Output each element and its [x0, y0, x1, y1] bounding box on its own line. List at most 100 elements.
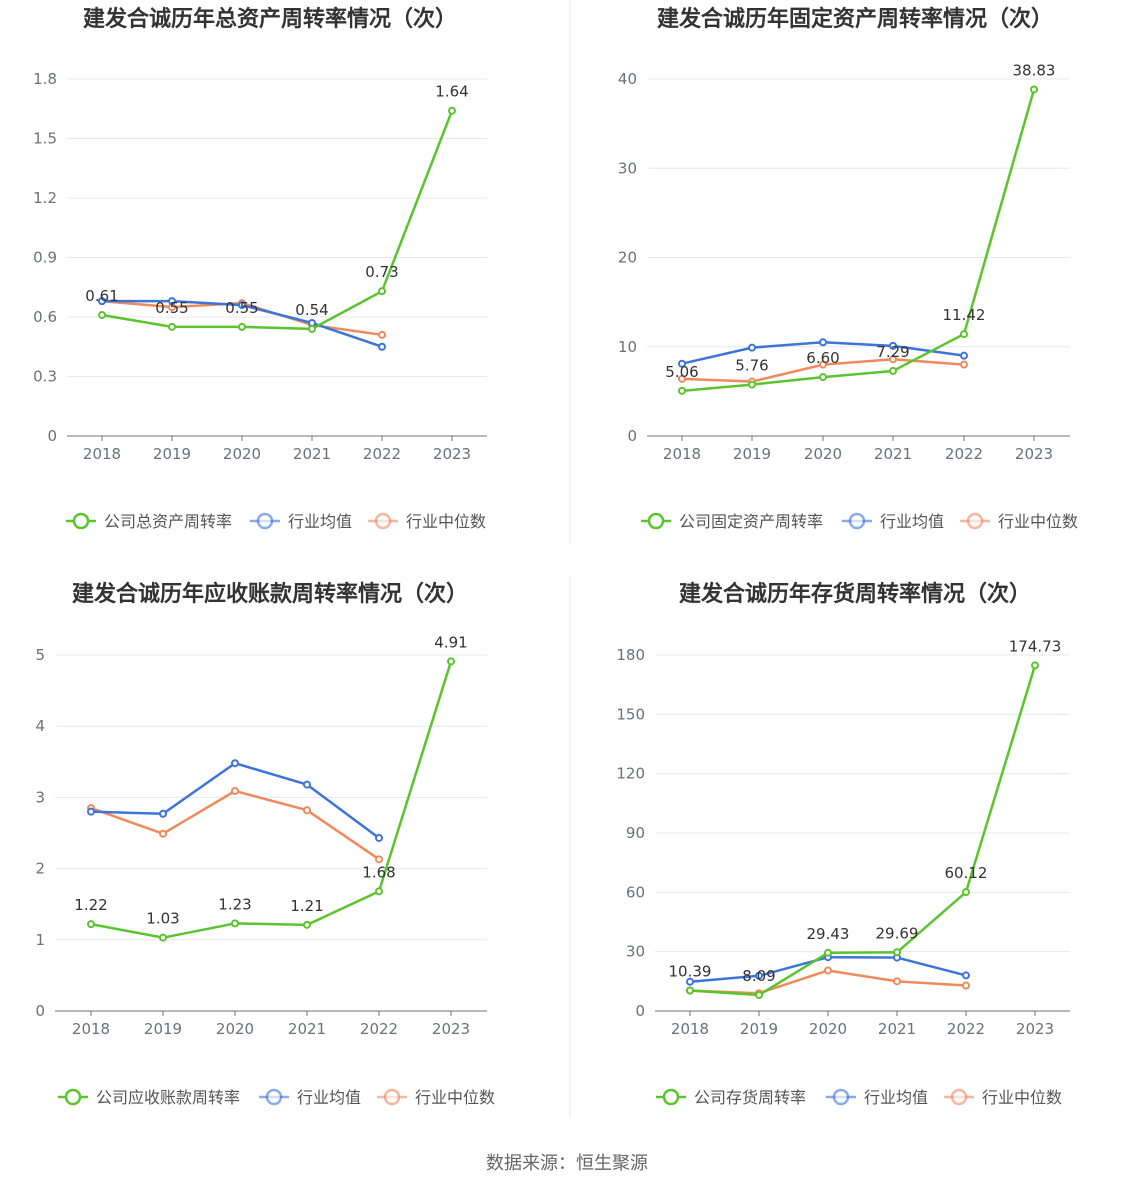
data-point-industry-avg[interactable] — [159, 809, 167, 818]
data-point-industry-median[interactable] — [303, 806, 311, 815]
data-point-company[interactable] — [678, 386, 686, 395]
legend-item-industry-avg[interactable]: 行业均值 — [259, 1088, 361, 1107]
data-point-industry-avg[interactable] — [87, 807, 95, 816]
data-point-industry-median[interactable] — [231, 786, 239, 795]
data-label: 11.42 — [943, 306, 986, 324]
data-point-industry-median[interactable] — [378, 330, 386, 339]
data-point-company[interactable] — [819, 373, 827, 382]
chart-title: 建发合诚历年存货周转率情况（次） — [679, 581, 1031, 607]
data-point-company[interactable] — [748, 380, 756, 389]
data-point-industry-avg[interactable] — [748, 343, 756, 352]
data-point-industry-avg[interactable] — [889, 341, 897, 350]
data-point-industry-avg[interactable] — [686, 977, 694, 986]
data-point-industry-median[interactable] — [889, 355, 897, 364]
y-tick-label: 0 — [35, 1002, 45, 1020]
data-point-industry-median[interactable] — [375, 855, 383, 864]
data-point-industry-avg[interactable] — [238, 301, 246, 310]
legend-label: 公司存货周转率 — [694, 1088, 806, 1107]
data-point-company[interactable] — [447, 657, 455, 666]
data-label: 0.54 — [295, 301, 328, 319]
data-point-industry-avg[interactable] — [962, 971, 970, 980]
data-point-industry-avg[interactable] — [303, 780, 311, 789]
y-tick-label: 4 — [35, 717, 45, 735]
legend-item-industry-median[interactable]: 行业中位数 — [944, 1088, 1062, 1107]
x-tick-label: 2019 — [740, 1020, 778, 1038]
data-point-industry-median[interactable] — [824, 966, 832, 975]
data-point-company[interactable] — [378, 287, 386, 296]
legend-marker-icon — [832, 1088, 850, 1106]
data-point-industry-avg[interactable] — [678, 359, 686, 368]
data-point-industry-median[interactable] — [960, 360, 968, 369]
data-point-company[interactable] — [960, 330, 968, 339]
y-tick-label: 0 — [627, 427, 637, 445]
y-tick-label: 2 — [35, 860, 45, 878]
data-point-company[interactable] — [159, 933, 167, 942]
data-point-industry-avg[interactable] — [378, 342, 386, 351]
x-tick-label: 2023 — [433, 445, 471, 463]
data-point-industry-median[interactable] — [893, 977, 901, 986]
data-point-company[interactable] — [98, 311, 106, 320]
data-label: 10.39 — [669, 962, 712, 980]
data-point-company[interactable] — [231, 919, 239, 928]
legend-item-company[interactable]: 公司存货周转率 — [656, 1088, 806, 1107]
series-line-company — [101, 110, 454, 331]
data-point-company[interactable] — [375, 887, 383, 896]
data-point-industry-median[interactable] — [819, 360, 827, 369]
data-point-industry-avg[interactable] — [375, 833, 383, 842]
x-tick-label: 2018 — [83, 445, 121, 463]
x-tick-label: 2022 — [947, 1020, 985, 1038]
data-point-industry-median[interactable] — [962, 981, 970, 990]
data-point-industry-avg[interactable] — [231, 759, 239, 768]
data-label: 60.12 — [945, 864, 988, 882]
y-tick-label: 0.9 — [33, 249, 57, 267]
data-point-industry-avg[interactable] — [819, 338, 827, 347]
x-tick-label: 2023 — [432, 1020, 470, 1038]
y-tick-label: 20 — [618, 249, 637, 267]
data-point-company[interactable] — [1030, 85, 1038, 94]
data-point-company[interactable] — [824, 948, 832, 957]
data-label: 38.83 — [1013, 61, 1056, 79]
legend-item-company[interactable]: 公司应收账款周转率 — [58, 1088, 240, 1107]
chart-panel-2: 建发合诚历年固定资产周转率情况（次） 0 10 20 30 40 2018 2019 2020 2… — [618, 6, 1078, 531]
data-point-company[interactable] — [303, 920, 311, 929]
x-tick-label: 2018 — [663, 445, 701, 463]
data-point-industry-median[interactable] — [159, 829, 167, 838]
legend-marker-icon — [848, 512, 866, 530]
data-point-industry-avg[interactable] — [168, 297, 176, 306]
x-tick-label: 2020 — [216, 1020, 254, 1038]
legend-item-industry-avg[interactable]: 行业均值 — [826, 1088, 928, 1107]
data-point-company[interactable] — [893, 948, 901, 957]
data-point-company[interactable] — [448, 106, 456, 115]
legend-label: 行业均值 — [880, 512, 944, 531]
data-point-company[interactable] — [755, 990, 763, 999]
data-label: 29.69 — [876, 924, 919, 942]
legend-item-industry-avg[interactable]: 行业均值 — [842, 512, 944, 531]
legend-item-company[interactable]: 公司总资产周转率 — [66, 512, 232, 531]
legend-label: 行业中位数 — [982, 1088, 1062, 1107]
data-point-industry-median[interactable] — [678, 374, 686, 383]
data-point-industry-avg[interactable] — [98, 297, 106, 306]
data-point-industry-avg[interactable] — [755, 971, 763, 980]
chart-panel-1: 建发合诚历年总资产周转率情况（次） 0 0.3 0.6 0.9 1.2 1.5 1.8 2018… — [33, 6, 487, 531]
legend-item-industry-avg[interactable]: 行业均值 — [250, 512, 352, 531]
y-tick-label: 0.3 — [33, 368, 57, 386]
data-point-company[interactable] — [168, 322, 176, 331]
data-point-company[interactable] — [308, 324, 316, 333]
data-source: 数据来源：恒生聚源 — [486, 1153, 648, 1174]
data-point-company[interactable] — [1031, 661, 1039, 670]
data-label: 1.03 — [146, 910, 179, 928]
y-tick-label: 90 — [626, 824, 645, 842]
legend-item-industry-median[interactable]: 行业中位数 — [368, 512, 486, 531]
data-point-industry-avg[interactable] — [960, 351, 968, 360]
legend-item-industry-median[interactable]: 行业中位数 — [377, 1088, 495, 1107]
legend-item-industry-median[interactable]: 行业中位数 — [960, 512, 1078, 531]
data-point-company[interactable] — [238, 322, 246, 331]
data-point-company[interactable] — [87, 920, 95, 929]
data-point-company[interactable] — [889, 366, 897, 375]
y-tick-label: 120 — [616, 765, 645, 783]
y-tick-label: 60 — [626, 883, 645, 901]
data-point-company[interactable] — [686, 986, 694, 995]
chart-title: 建发合诚历年固定资产周转率情况（次） — [657, 6, 1053, 32]
data-point-company[interactable] — [962, 888, 970, 897]
legend-item-company[interactable]: 公司固定资产周转率 — [641, 512, 823, 531]
